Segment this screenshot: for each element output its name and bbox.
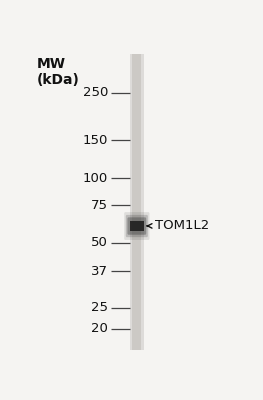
- Text: MW
(kDa): MW (kDa): [37, 57, 80, 88]
- Bar: [141, 54, 144, 350]
- FancyBboxPatch shape: [124, 212, 149, 240]
- Bar: [130, 54, 132, 350]
- Text: 37: 37: [91, 264, 108, 278]
- Text: 250: 250: [83, 86, 108, 99]
- Text: 50: 50: [92, 236, 108, 250]
- Bar: [130, 221, 144, 231]
- Text: 25: 25: [91, 301, 108, 314]
- Text: 20: 20: [92, 322, 108, 335]
- Text: TOM1L2: TOM1L2: [155, 220, 209, 232]
- FancyBboxPatch shape: [126, 215, 148, 237]
- Text: 100: 100: [83, 172, 108, 185]
- Bar: [130, 54, 144, 350]
- Text: 150: 150: [83, 134, 108, 147]
- FancyBboxPatch shape: [128, 217, 146, 235]
- Text: 75: 75: [91, 198, 108, 212]
